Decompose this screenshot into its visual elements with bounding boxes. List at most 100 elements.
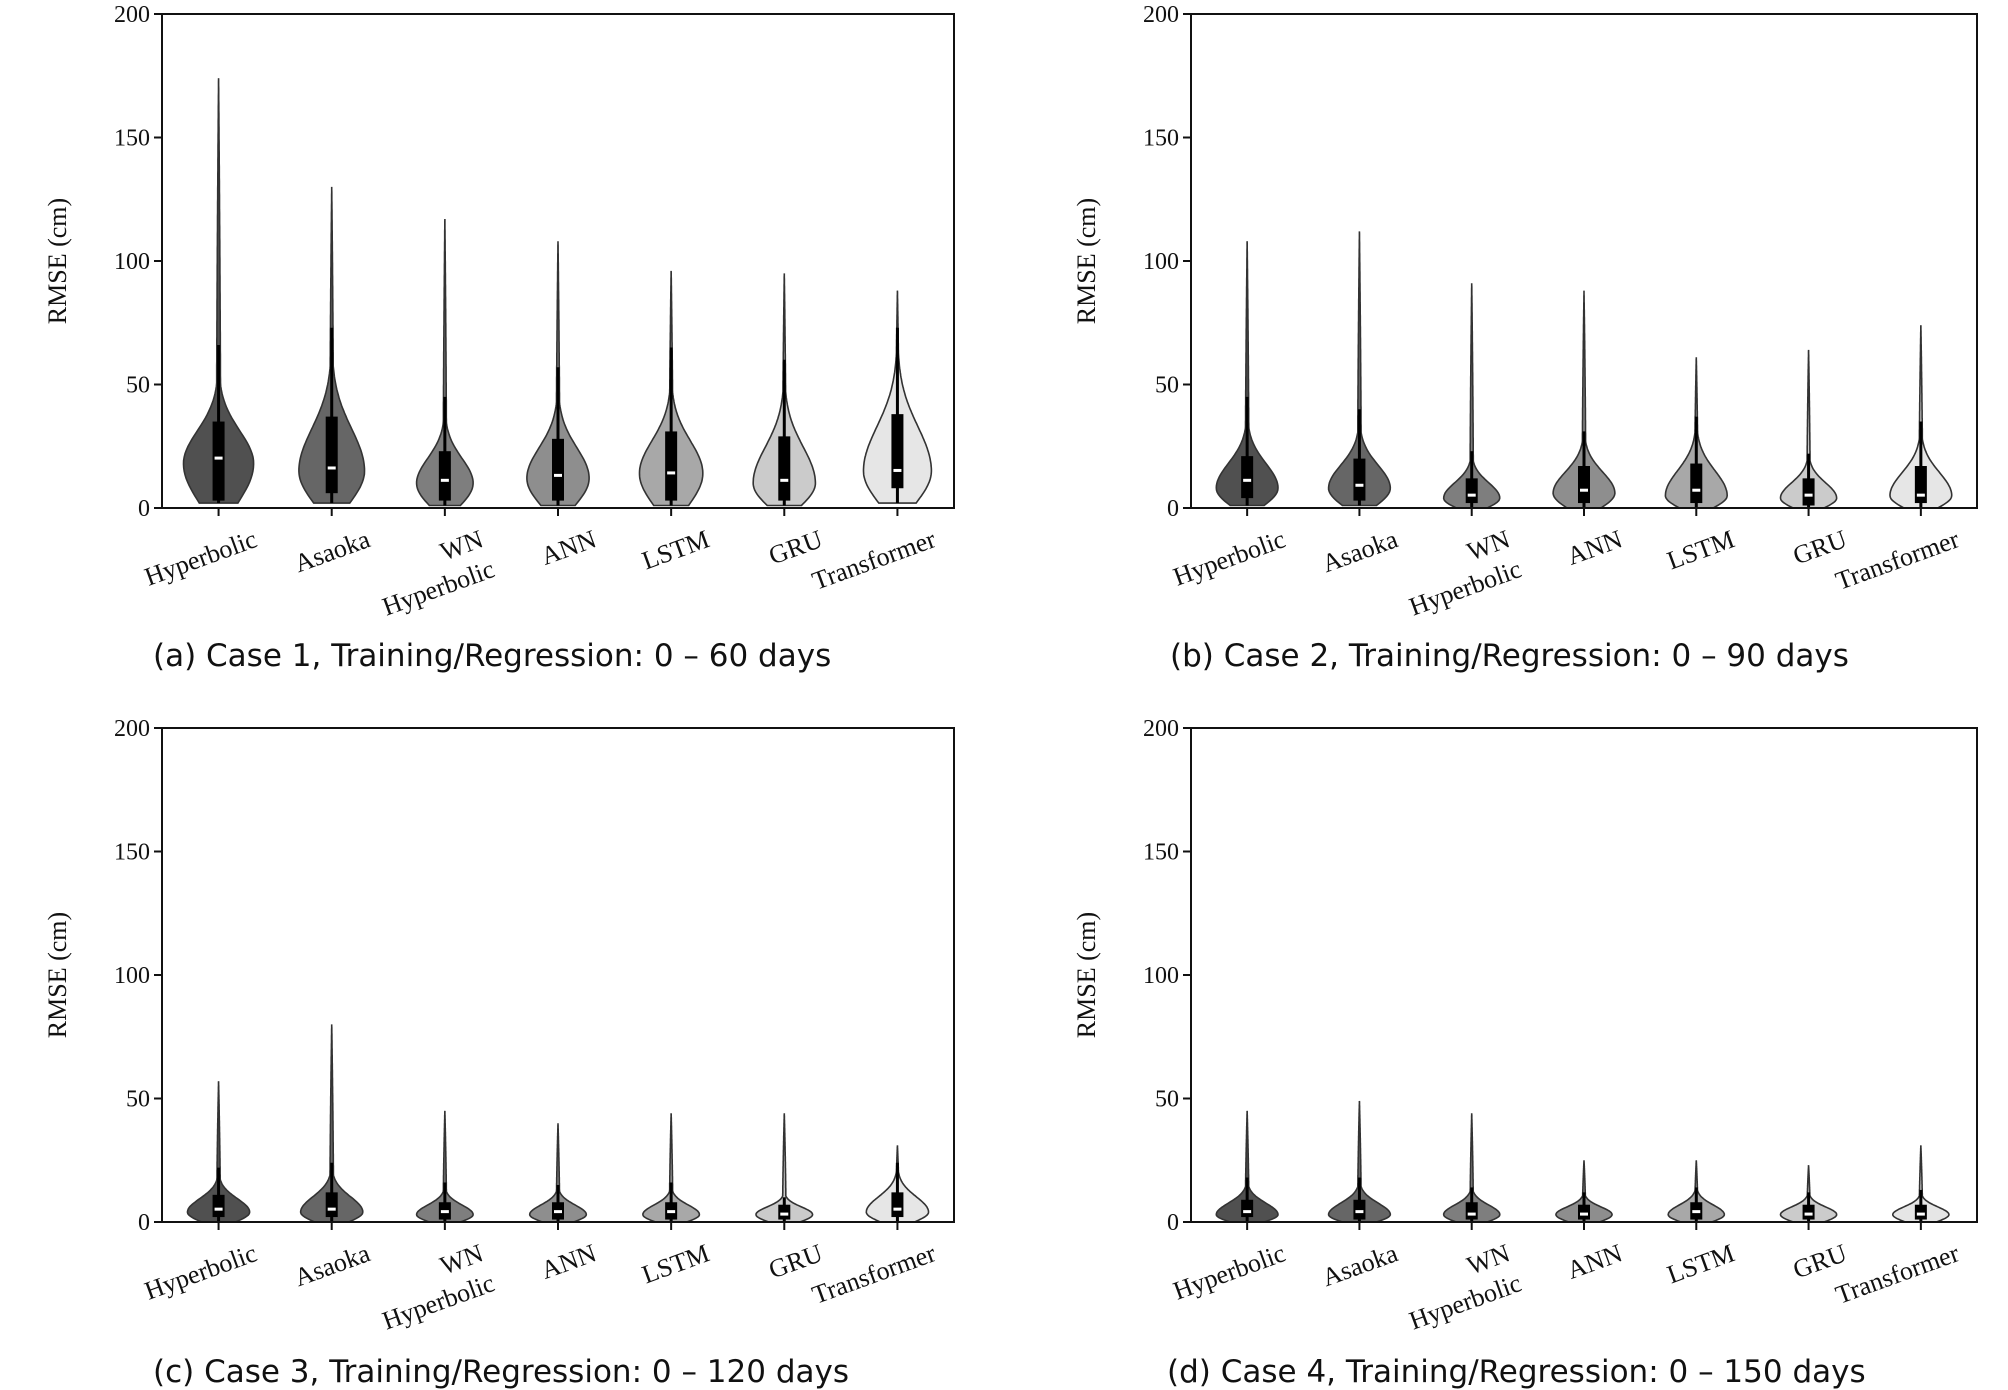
- violin-1: [1327, 1100, 1392, 1223]
- y-axis: 0 50 100 150 200: [1143, 2, 1191, 522]
- y-tick-label: 150: [114, 126, 150, 152]
- x-tick-label: Hyperbolic: [1169, 524, 1289, 591]
- violin-median: [893, 468, 902, 472]
- y-axis-label: RMSE (cm): [1072, 198, 1101, 324]
- violin-1: [1327, 231, 1392, 507]
- violin-iqr-box: [1241, 1199, 1254, 1218]
- violin-iqr-box: [1914, 466, 1927, 504]
- violin-2: [1442, 1113, 1501, 1223]
- x-tick-label-line: LSTM: [638, 1238, 713, 1289]
- y-tick-label: 200: [1143, 2, 1179, 28]
- violin-median: [1355, 483, 1364, 487]
- violin-6: [862, 290, 933, 504]
- y-axis-label: RMSE (cm): [1072, 912, 1101, 1038]
- y-tick-label: 50: [126, 373, 150, 399]
- x-tick-label: ANN: [1563, 1238, 1626, 1285]
- violin-median: [1916, 493, 1925, 497]
- violin-5: [752, 273, 817, 507]
- x-tick-label: Transformer: [1832, 1238, 1963, 1309]
- y-tick-label: 100: [1143, 249, 1179, 275]
- x-tick-label-line: LSTM: [638, 524, 713, 575]
- violin-median: [554, 1210, 562, 1214]
- violin-5: [1779, 349, 1838, 509]
- violin-iqr-box: [1465, 478, 1478, 504]
- y-tick-label: 50: [126, 1087, 150, 1113]
- violin-iqr-box: [325, 416, 338, 494]
- x-tick-label: Asaoka: [1318, 524, 1402, 578]
- violin-median: [1916, 1212, 1925, 1216]
- y-tick-label: 200: [114, 716, 150, 742]
- violin-median: [554, 473, 562, 477]
- x-tick-label-line: Transformer: [808, 1238, 939, 1309]
- x-tick-label: WNHyperbolic: [368, 1238, 499, 1334]
- violin-body: [1889, 325, 1953, 509]
- x-tick-label-line: Transformer: [808, 524, 939, 595]
- violin-0: [1215, 241, 1279, 507]
- violin-iqr-box: [1802, 1204, 1815, 1220]
- violin-iqr-box: [438, 451, 451, 501]
- x-tick-label: WNHyperbolic: [368, 524, 499, 621]
- violin-median: [1243, 478, 1252, 482]
- violin-6: [1889, 325, 1953, 509]
- violin-median: [667, 1210, 676, 1214]
- x-tick-label: LSTM: [638, 524, 713, 575]
- violin-iqr-box: [891, 1192, 904, 1218]
- y-axis-label: RMSE (cm): [43, 198, 72, 324]
- x-tick-label-line: ANN: [537, 1238, 600, 1285]
- x-tick-label: Asaoka: [1318, 1238, 1402, 1292]
- caption-a: (a) Case 1, Training/Regression: 0 – 60 …: [153, 638, 832, 674]
- violin-2: [415, 1110, 474, 1223]
- x-tick-label-line: Hyperbolic: [1169, 524, 1289, 591]
- violin-median: [1243, 1210, 1252, 1214]
- violin-1: [298, 186, 366, 504]
- violin-iqr-box: [212, 1194, 225, 1218]
- y-tick-label: 100: [1143, 963, 1179, 989]
- violin-median: [440, 478, 449, 482]
- violin-median: [780, 478, 789, 482]
- violin-iqr-box: [1690, 463, 1703, 504]
- violin-iqr-box: [778, 436, 791, 501]
- x-tick-label-line: GRU: [1789, 524, 1851, 570]
- violin-2: [415, 218, 474, 507]
- violin-median: [667, 471, 676, 475]
- x-tick-label: Asaoka: [291, 1238, 375, 1292]
- x-tick-label-line: Hyperbolic: [378, 554, 498, 621]
- violin-3: [526, 241, 590, 507]
- x-tick-label-line: Hyperbolic: [141, 524, 261, 591]
- y-axis: 0 50 100 150 200: [114, 716, 162, 1236]
- violin-iqr-box: [1353, 458, 1366, 501]
- violin-median: [780, 1212, 789, 1216]
- violin-median: [1355, 1210, 1364, 1214]
- violin-iqr-box: [1353, 1199, 1366, 1220]
- x-tick-label: Transformer: [808, 524, 939, 595]
- x-tick-label: LSTM: [1663, 524, 1738, 575]
- violin-median: [214, 1207, 223, 1211]
- plot-frame: [1190, 727, 1978, 1223]
- violin-2: [1442, 283, 1501, 509]
- violin-median: [1804, 1212, 1813, 1216]
- violin-iqr-box: [325, 1192, 338, 1218]
- x-tick-label: ANN: [537, 524, 600, 571]
- violin-median: [1467, 493, 1476, 497]
- y-tick-label: 0: [1167, 496, 1179, 522]
- violin-iqr-box: [212, 421, 225, 501]
- x-tick-label-line: GRU: [765, 524, 827, 570]
- violin-body: [1555, 1160, 1613, 1223]
- x-tick-label: Transformer: [808, 1238, 939, 1309]
- y-tick-label: 50: [1155, 1087, 1179, 1113]
- x-tick-label-line: ANN: [1563, 1238, 1626, 1285]
- y-tick-label: 150: [1143, 126, 1179, 152]
- violin-6: [1892, 1145, 1950, 1223]
- y-tick-label: 0: [1167, 1210, 1179, 1236]
- violin-1: [299, 1024, 364, 1223]
- y-axis: 0 50 100 150 200: [114, 2, 162, 522]
- violin-iqr-box: [1465, 1202, 1478, 1220]
- x-tick-label-line: ANN: [537, 524, 600, 571]
- x-tick-label: WNHyperbolic: [1394, 1238, 1525, 1334]
- x-tick-label-line: Hyperbolic: [1169, 1238, 1289, 1305]
- violin-median: [1580, 488, 1588, 492]
- caption-c: (c) Case 3, Training/Regression: 0 – 120…: [153, 1354, 849, 1390]
- y-axis: 0 50 100 150 200: [1143, 716, 1191, 1236]
- violin-6: [865, 1145, 930, 1223]
- violin-body: [1327, 1100, 1392, 1223]
